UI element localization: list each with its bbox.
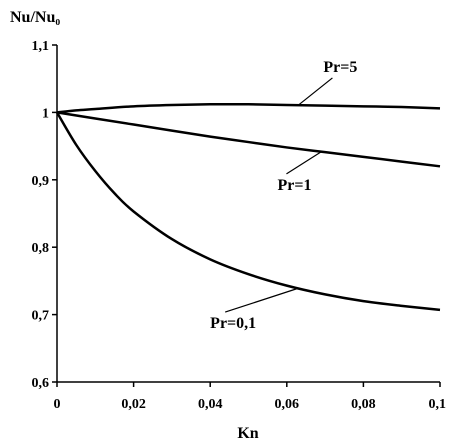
x-tick-label: 0,02 xyxy=(121,397,146,412)
annotation-leader xyxy=(297,77,333,106)
series-line xyxy=(56,102,441,114)
x-tick-label: 0,08 xyxy=(351,397,376,412)
x-tick-label: 0,04 xyxy=(198,397,223,412)
annotation-leader xyxy=(286,151,322,175)
series-line xyxy=(56,111,441,168)
y-tick-label: 0,9 xyxy=(32,174,50,189)
series-label: Pr=1 xyxy=(277,177,311,194)
y-tick-label: 0,8 xyxy=(32,241,50,256)
x-axis-label: Kn xyxy=(237,425,258,442)
ticks-group: 0,6 0,7 0,8 0,9 1 1,1 0 0,02 0,04 0,06 0,08 0,1 xyxy=(32,39,447,412)
series-label: Pr=0,1 xyxy=(210,315,256,332)
x-tick-label: 0,1 xyxy=(429,397,447,412)
y-tick-label: 0,6 xyxy=(32,376,50,391)
series-line xyxy=(55,111,441,312)
annotations-group: Pr=5 Pr=1 Pr=0,1 xyxy=(210,59,357,332)
x-tick-label: 0 xyxy=(54,397,61,412)
series-group xyxy=(55,102,441,312)
x-tick-label: 0,06 xyxy=(275,397,300,412)
y-axis-label: Nu/Nu₀ xyxy=(10,9,60,26)
y-tick-label: 1,1 xyxy=(32,39,50,54)
series-label: Pr=5 xyxy=(323,59,357,76)
annotation-leader xyxy=(224,287,299,313)
y-tick-label: 1 xyxy=(42,106,49,121)
y-tick-label: 0,7 xyxy=(32,309,50,324)
